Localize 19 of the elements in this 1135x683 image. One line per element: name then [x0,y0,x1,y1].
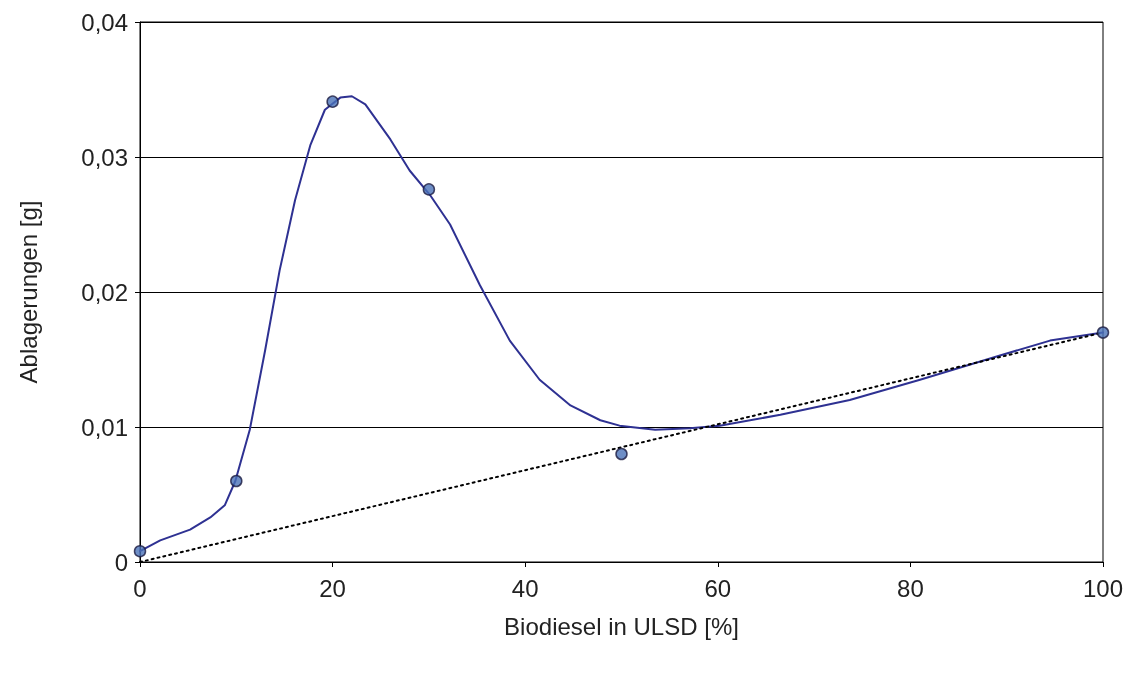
point [422,183,436,196]
y-tick-label: 0,03 [81,143,128,171]
x-tick-label: 100 [1082,574,1124,602]
x-axis-title: Biodiesel in ULSD [%] [504,612,739,640]
y-tick-label: 0,01 [81,413,128,441]
point [230,474,243,488]
point [326,95,339,108]
y-tick-label: 0 [114,548,128,576]
point [133,544,147,558]
x-tick-label: 0 [133,574,147,602]
point [615,447,628,461]
y-axis-title: Ablagerungen [g] [14,200,42,384]
point [1096,326,1110,339]
y-tick-label: 0,02 [81,278,128,306]
x-tick-label: 40 [511,574,539,602]
x-tick-label: 60 [704,574,732,602]
y-tick-label: 0,04 [81,8,128,36]
x-tick-label: 20 [319,574,346,602]
x-tick-label: 80 [897,574,924,602]
